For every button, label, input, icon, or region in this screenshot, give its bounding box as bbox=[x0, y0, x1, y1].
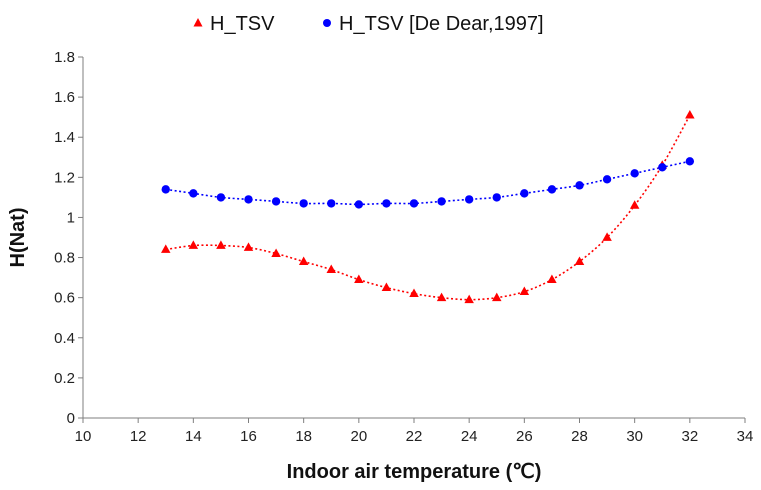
data-point-series-1 bbox=[188, 240, 199, 249]
x-tick-label: 12 bbox=[130, 428, 147, 445]
y-tick-label: 0.6 bbox=[54, 290, 75, 307]
legend-marker-series-1 bbox=[193, 18, 203, 27]
y-tick-label: 1 bbox=[67, 209, 75, 226]
legend-marker-series-2 bbox=[323, 19, 331, 27]
data-point-series-1 bbox=[685, 110, 695, 119]
legend-label-series-1: H_TSV bbox=[210, 13, 275, 35]
data-point-series-2 bbox=[216, 193, 226, 202]
data-point-series-1 bbox=[574, 256, 585, 265]
y-tick-label: 1.4 bbox=[54, 129, 75, 146]
trendline-series-1 bbox=[165, 114, 691, 301]
x-tick-label: 30 bbox=[626, 428, 643, 445]
data-point-series-1 bbox=[436, 292, 447, 302]
data-point-series-2 bbox=[327, 199, 336, 208]
data-point-series-1 bbox=[464, 294, 474, 304]
x-tick-label: 20 bbox=[350, 428, 367, 445]
x-tick-label: 34 bbox=[737, 428, 754, 445]
data-point-series-2 bbox=[658, 163, 667, 172]
x-tick-label: 28 bbox=[571, 428, 588, 445]
data-point-series-1 bbox=[602, 232, 612, 241]
data-point-series-1 bbox=[216, 240, 226, 249]
data-point-series-2 bbox=[354, 200, 364, 209]
x-tick-label: 10 bbox=[75, 428, 92, 445]
data-point-series-1 bbox=[298, 256, 309, 265]
data-point-series-1 bbox=[381, 282, 392, 292]
y-tick-label: 0.4 bbox=[54, 330, 75, 347]
data-point-series-2 bbox=[409, 199, 419, 208]
trendlines bbox=[165, 114, 691, 301]
x-tick-label: 14 bbox=[185, 428, 202, 445]
data-point-series-2 bbox=[382, 199, 391, 208]
legend: H_TSV H_TSV [De Dear,1997] bbox=[193, 13, 544, 35]
data-point-series-2 bbox=[492, 193, 501, 202]
x-axis-title: Indoor air temperature (℃) bbox=[287, 461, 542, 483]
data-point-series-2 bbox=[685, 157, 695, 166]
data-point-series-1 bbox=[326, 264, 336, 273]
data-point-series-1 bbox=[243, 242, 254, 251]
axes: 0 0.2 0.4 0.6 0.8 1 1.2 1.4 1.6 1.8 10 12 14 16 18 20 22… bbox=[54, 49, 753, 445]
x-tick-label: 18 bbox=[295, 428, 312, 445]
data-point-series-2 bbox=[630, 169, 639, 178]
data-point-series-1 bbox=[271, 248, 281, 257]
data-point-series-2 bbox=[520, 189, 529, 198]
data-point-series-2 bbox=[575, 181, 584, 190]
x-tick-label: 32 bbox=[681, 428, 698, 445]
data-point-series-2 bbox=[244, 195, 253, 204]
y-tick-label: 1.6 bbox=[54, 89, 75, 106]
y-tick-label: 0 bbox=[67, 410, 75, 427]
y-tick-label: 0.2 bbox=[54, 370, 75, 387]
data-point-series-2 bbox=[161, 185, 170, 194]
data-point-series-1 bbox=[519, 286, 530, 296]
data-point-series-1 bbox=[161, 244, 171, 253]
data-point-series-2 bbox=[547, 185, 557, 194]
data-point-series-2 bbox=[602, 175, 612, 184]
y-tick-label: 1.8 bbox=[54, 49, 75, 66]
x-tick-label: 24 bbox=[461, 428, 478, 445]
data-point-series-1 bbox=[492, 292, 502, 302]
x-tick-label: 22 bbox=[406, 428, 423, 445]
data-point-series-1 bbox=[354, 274, 364, 284]
data-point-series-2 bbox=[189, 189, 198, 198]
data-point-series-1 bbox=[629, 200, 640, 209]
legend-label-series-2: H_TSV [De Dear,1997] bbox=[339, 13, 544, 35]
data-point-series-1 bbox=[409, 288, 419, 298]
y-tick-label: 1.2 bbox=[54, 169, 75, 186]
data-point-series-2 bbox=[464, 195, 474, 204]
data-point-series-1 bbox=[547, 274, 557, 284]
data-markers bbox=[161, 110, 695, 304]
x-tick-label: 26 bbox=[516, 428, 533, 445]
x-tick-label: 16 bbox=[240, 428, 257, 445]
y-axis-title: H(Nat) bbox=[7, 208, 29, 268]
data-point-series-2 bbox=[299, 199, 308, 208]
y-tick-label: 0.8 bbox=[54, 250, 75, 267]
data-point-series-2 bbox=[271, 197, 281, 206]
trendline-series-2 bbox=[165, 160, 691, 206]
data-point-series-2 bbox=[437, 197, 446, 206]
